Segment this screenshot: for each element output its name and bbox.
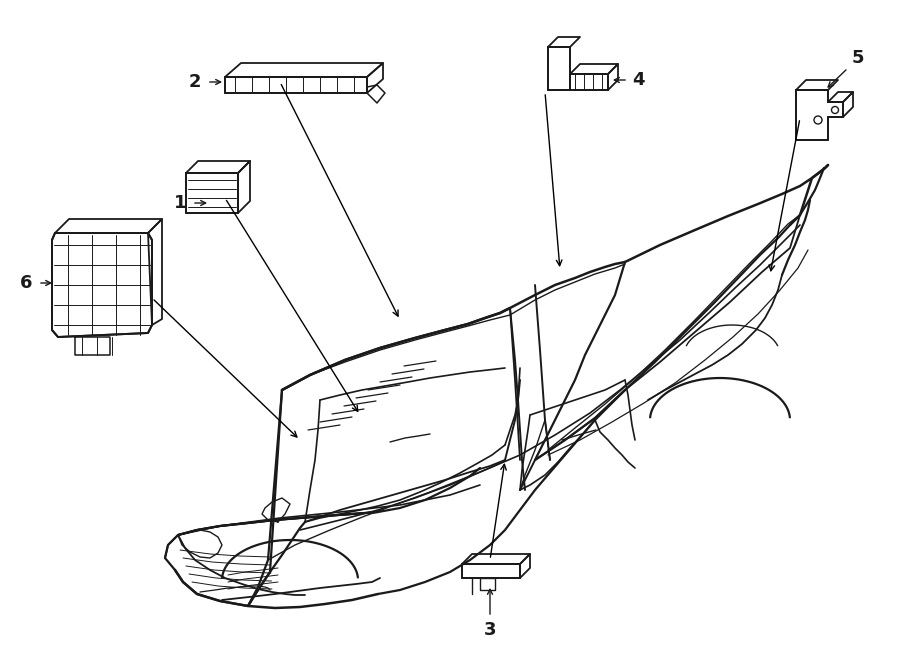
Circle shape (814, 116, 822, 124)
Polygon shape (462, 564, 520, 578)
Polygon shape (186, 173, 238, 213)
Polygon shape (796, 90, 843, 140)
Text: 1: 1 (174, 194, 186, 212)
Polygon shape (52, 233, 152, 337)
Text: 6: 6 (20, 274, 32, 292)
Text: 5: 5 (851, 49, 864, 67)
Polygon shape (570, 74, 608, 90)
Text: 4: 4 (632, 71, 644, 89)
Polygon shape (225, 77, 367, 93)
Text: 2: 2 (189, 73, 202, 91)
Text: 3: 3 (484, 621, 496, 639)
Polygon shape (548, 47, 570, 90)
Circle shape (832, 107, 839, 113)
